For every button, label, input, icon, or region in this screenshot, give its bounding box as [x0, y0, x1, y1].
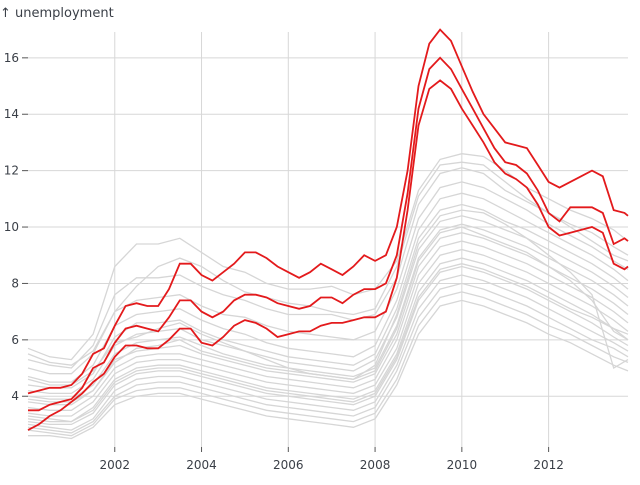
- x-tick-label: 2012: [533, 458, 564, 472]
- y-tick-label: 12: [4, 164, 19, 178]
- y-tick-label: 10: [4, 220, 19, 234]
- highlighted-series-line: [27, 79, 629, 431]
- background-series-line: [27, 226, 629, 403]
- background-series-group: [27, 153, 629, 440]
- x-tick-label: 2006: [273, 458, 304, 472]
- background-series-line: [27, 248, 629, 417]
- background-series-line: [27, 232, 629, 406]
- background-series-line: [27, 274, 629, 431]
- background-series-line: [27, 240, 629, 411]
- background-series-line: [27, 215, 629, 395]
- axes: 2002 2004 2006 2008 2010 2012 4 6 8 10 12 14 16: [4, 51, 564, 472]
- grid: [28, 32, 628, 447]
- background-series-line: [28, 299, 629, 440]
- background-series-line: [27, 223, 629, 400]
- background-series-line: [27, 263, 629, 423]
- x-tick-label: 2002: [99, 458, 130, 472]
- highlighted-series-group: [27, 28, 629, 431]
- highlighted-series-line: [28, 56, 629, 412]
- background-series-line: [27, 153, 629, 361]
- x-tick-label: 2004: [186, 458, 217, 472]
- y-tick-label: 16: [4, 51, 19, 65]
- highlighted-series-line: [27, 28, 629, 395]
- y-tick-label: 14: [4, 107, 19, 121]
- background-series-line: [27, 161, 629, 366]
- y-tick-label: 4: [11, 389, 19, 403]
- x-tick-label: 2008: [360, 458, 391, 472]
- background-series-line: [27, 257, 629, 423]
- y-tick-label: 6: [11, 333, 19, 347]
- y-tick-label: 8: [11, 276, 19, 290]
- x-tick-label: 2010: [447, 458, 478, 472]
- background-series-line: [27, 167, 629, 369]
- background-series-line: [27, 291, 629, 437]
- y-axis-label: ↑ unemployment: [0, 6, 114, 21]
- background-series-line: [27, 192, 629, 383]
- background-series-line: [27, 282, 629, 434]
- background-series-line: [27, 265, 629, 426]
